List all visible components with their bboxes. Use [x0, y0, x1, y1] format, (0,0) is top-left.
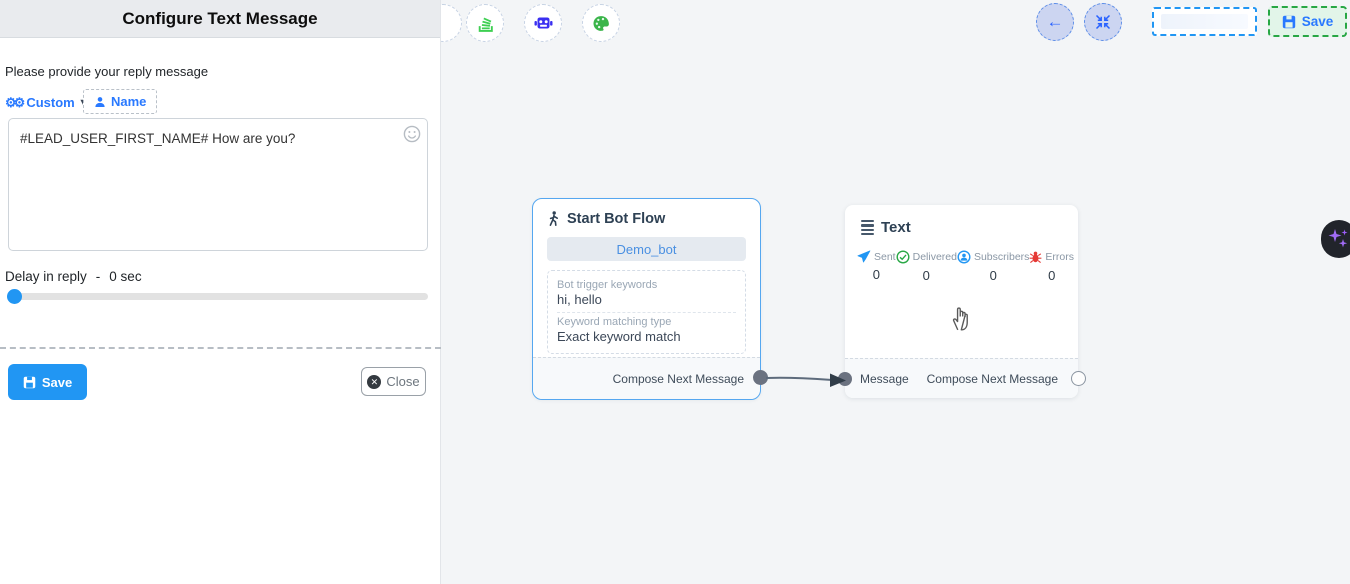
configure-panel: Configure Text Message Please provide yo… [0, 0, 441, 584]
emoji-picker-button[interactable] [403, 125, 421, 143]
arrow-left-icon: ← [1046, 12, 1064, 31]
robot-toolbar-button[interactable] [524, 4, 562, 42]
stack-toolbar-button[interactable] [466, 4, 504, 42]
stack-icon [478, 17, 493, 32]
sent-icon [857, 250, 871, 263]
reply-message-prompt: Please provide your reply message [5, 64, 209, 79]
delay-slider-thumb[interactable] [7, 289, 22, 304]
text-message-node[interactable]: Text Sent 0 [838, 205, 1086, 398]
cursor-hand-icon [952, 307, 968, 331]
save-button-label: Save [41, 374, 73, 390]
delivered-icon [896, 250, 910, 264]
start-node-output-handle[interactable] [753, 370, 768, 385]
bot-name-chip[interactable]: Demo_bot [547, 237, 746, 261]
text-node-title: Text [881, 219, 911, 236]
save-button[interactable]: Save [8, 364, 87, 400]
palette-icon [592, 15, 609, 31]
delay-slider[interactable] [7, 289, 428, 304]
delay-dash: - [95, 269, 101, 284]
text-node-stats: Sent 0 Delivered 0 [845, 242, 1078, 283]
start-bot-flow-node[interactable]: Start Bot Flow Demo_bot Bot trigger keyw… [532, 198, 768, 400]
sparkles-icon [1328, 229, 1348, 248]
flow-save-label: Save [1301, 14, 1334, 29]
keyword-settings-box: Bot trigger keywords hi, hello Keyword m… [547, 270, 746, 354]
stat-errors: Errors 0 [1029, 250, 1074, 283]
palette-toolbar-button[interactable] [582, 4, 620, 42]
message-editor: #LEAD_USER_FIRST_NAME# How are you? [8, 118, 428, 251]
matching-type-value: Exact keyword match [557, 329, 681, 344]
save-icon [1282, 15, 1295, 28]
flow-name-redacted [1161, 14, 1248, 29]
reply-message-input[interactable]: #LEAD_USER_FIRST_NAME# How are you? [8, 118, 428, 251]
close-button-label: Close [386, 374, 420, 389]
flow-name-input[interactable] [1152, 7, 1257, 36]
subscribers-value: 0 [989, 268, 997, 283]
stat-subscribers: Subscribers 0 [957, 250, 1029, 283]
compose-next-message-label: Compose Next Message [926, 371, 1058, 386]
save-icon [23, 376, 36, 388]
delay-value: 0 sec [109, 269, 142, 284]
fit-view-button[interactable] [1084, 3, 1122, 41]
delay-row: Delay in reply - 0 sec [5, 269, 142, 284]
name-button-label: Name [111, 94, 147, 109]
start-node-title: Start Bot Flow [567, 211, 666, 227]
sent-value: 0 [872, 267, 880, 282]
robot-icon [534, 17, 552, 29]
errors-bug-icon [1030, 251, 1042, 264]
delivered-label: Delivered [912, 251, 957, 263]
custom-dropdown-label: Custom [26, 94, 75, 110]
delay-label: Delay in reply [5, 269, 87, 284]
panel-divider [0, 347, 441, 349]
text-node-input-handle[interactable] [838, 372, 852, 386]
text-node-output-handle[interactable] [1071, 371, 1086, 386]
errors-value: 0 [1048, 268, 1056, 283]
message-input-label: Message [860, 371, 909, 386]
start-node-footer: Compose Next Message [533, 357, 760, 399]
custom-variables-dropdown[interactable]: ⚙⚙ Custom ▾ [5, 90, 86, 114]
text-node-header: Text [845, 205, 1078, 242]
subscribers-icon [957, 250, 971, 264]
trigger-keywords-value: hi, hello [557, 292, 602, 307]
sent-label: Sent [874, 250, 896, 263]
keyword-divider [557, 312, 736, 313]
panel-title: Configure Text Message [122, 8, 318, 28]
panel-header: Configure Text Message [0, 0, 440, 38]
smiley-icon [403, 125, 421, 143]
start-node-header: Start Bot Flow [533, 199, 760, 235]
matching-type-label: Keyword matching type [557, 316, 672, 328]
compose-next-message-label: Compose Next Message [612, 371, 744, 386]
stat-sent: Sent 0 [857, 250, 896, 283]
text-node-footer: Message Compose Next Message [845, 358, 1078, 398]
flow-save-button[interactable]: Save [1268, 6, 1347, 37]
delivered-value: 0 [922, 268, 930, 283]
person-icon [95, 96, 105, 107]
ai-assistant-button[interactable] [1321, 220, 1350, 258]
close-button[interactable]: ✕ Close [361, 367, 426, 396]
gears-icon: ⚙⚙ [5, 94, 25, 110]
trigger-keywords-label: Bot trigger keywords [557, 279, 658, 291]
compress-icon [1095, 14, 1111, 30]
back-button[interactable]: ← [1036, 3, 1074, 41]
stat-delivered: Delivered 0 [896, 250, 957, 283]
errors-label: Errors [1045, 251, 1075, 263]
text-lines-icon [861, 219, 874, 236]
subscribers-label: Subscribers [973, 251, 1030, 263]
close-icon: ✕ [367, 374, 382, 389]
name-variable-button[interactable]: Name [83, 89, 158, 114]
walking-person-icon [549, 211, 558, 226]
